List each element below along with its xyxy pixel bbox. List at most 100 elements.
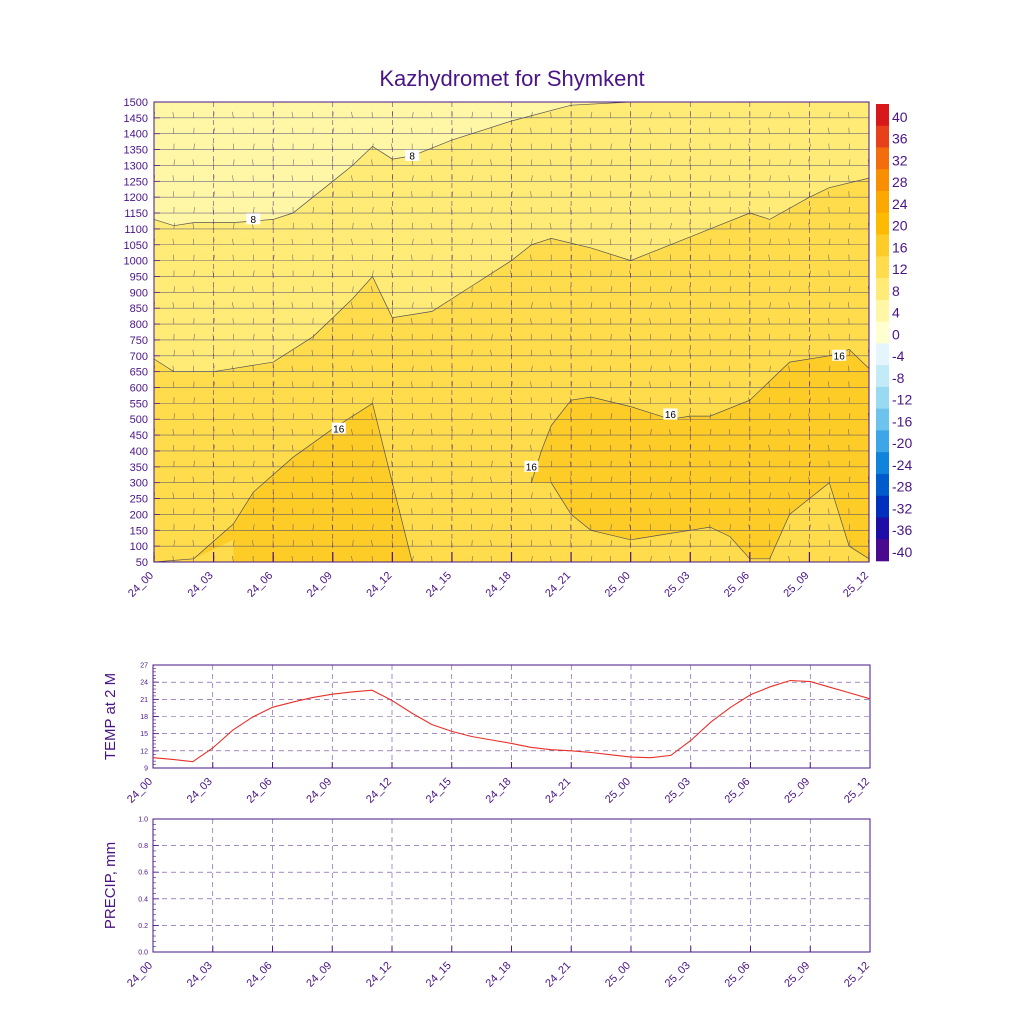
contour-label: 16 xyxy=(333,424,345,435)
wind-barb xyxy=(730,96,731,102)
temp-ytick-label: 24 xyxy=(140,680,148,687)
colorbar-swatch xyxy=(876,343,889,365)
profile-ytick-label: 700 xyxy=(130,351,148,363)
chart-title: Kazhydromet for Shymkent xyxy=(379,66,644,91)
temp-frame xyxy=(153,665,870,768)
colorbar-swatch xyxy=(876,169,889,191)
colorbar-label: 20 xyxy=(892,218,908,234)
colorbar-label: -32 xyxy=(892,500,912,516)
profile-ytick-label: 50 xyxy=(136,557,148,569)
profile-ytick-label: 1200 xyxy=(124,192,148,204)
wind-barb xyxy=(193,96,194,102)
colorbar-swatch xyxy=(876,474,889,496)
profile-ytick-label: 1050 xyxy=(124,240,148,252)
wind-barb xyxy=(252,96,253,102)
precip-xtick-label: 25_03 xyxy=(663,960,693,990)
precip-ytick-label: 0.8 xyxy=(138,843,148,850)
colorbar-label: -4 xyxy=(892,348,905,364)
temp-xtick-label: 25_09 xyxy=(782,776,812,806)
temp-ytick-label: 15 xyxy=(140,731,148,738)
precip-xtick-label: 25_06 xyxy=(723,960,753,990)
profile-ytick-label: 400 xyxy=(130,446,148,458)
colorbar-swatch xyxy=(876,104,889,126)
precip-xtick-label: 24_09 xyxy=(304,960,334,990)
colorbar-label: 32 xyxy=(892,152,908,168)
colorbar-label: -40 xyxy=(892,544,912,560)
temp-ytick-label: 9 xyxy=(144,766,148,773)
colorbar-swatch xyxy=(876,322,889,344)
precip-ytick-label: 0.4 xyxy=(138,896,148,903)
profile-xtick-label: 24_15 xyxy=(424,570,454,600)
contour-label: 8 xyxy=(251,215,257,226)
profile-ytick-label: 1450 xyxy=(124,113,148,125)
temp-xtick-label: 25_06 xyxy=(723,776,753,806)
profile-ytick-label: 1250 xyxy=(124,176,148,188)
temp-ytick-label: 27 xyxy=(140,663,148,670)
profile-ytick-label: 1400 xyxy=(124,129,148,141)
profile-ytick-label: 1150 xyxy=(124,208,148,220)
profile-panel: 8816161616501001502002503003504004505005… xyxy=(124,96,913,600)
colorbar-label: -36 xyxy=(892,522,912,538)
profile-ytick-label: 950 xyxy=(130,271,148,283)
temp-xtick-label: 24_15 xyxy=(424,776,454,806)
precip-ytick-label: 1.0 xyxy=(138,817,148,824)
profile-ytick-label: 1100 xyxy=(124,224,148,236)
colorbar-swatch xyxy=(876,191,889,213)
wind-barb xyxy=(353,96,354,102)
profile-ytick-label: 350 xyxy=(130,462,148,474)
precip-ylabel: PRECIP, mm xyxy=(102,842,119,929)
wind-barb xyxy=(293,96,294,102)
colorbar-label: -12 xyxy=(892,392,912,408)
precip-xtick-label: 24_18 xyxy=(484,960,514,990)
precip-xtick-label: 24_00 xyxy=(125,960,155,990)
temp-ylabel: TEMP at 2 M xyxy=(102,673,119,760)
colorbar-swatch xyxy=(876,496,889,518)
colorbar-label: -28 xyxy=(892,479,912,495)
wind-barb xyxy=(371,96,372,102)
wind-barb xyxy=(809,96,810,102)
profile-xtick-label: 24_06 xyxy=(245,570,275,600)
colorbar-swatch xyxy=(876,300,889,322)
profile-ytick-label: 450 xyxy=(130,430,148,442)
temp-xtick-label: 25_12 xyxy=(842,776,872,806)
precip-xtick-label: 25_09 xyxy=(782,960,812,990)
profile-ytick-label: 800 xyxy=(130,319,148,331)
colorbar-label: 28 xyxy=(892,174,908,190)
temp-xtick-label: 25_00 xyxy=(603,776,633,806)
contour-label: 16 xyxy=(834,351,846,362)
profile-ytick-label: 200 xyxy=(130,509,148,521)
colorbar-swatch xyxy=(876,430,889,452)
temp-xtick-label: 24_12 xyxy=(364,776,394,806)
colorbar-label: 8 xyxy=(892,283,900,299)
wind-barb xyxy=(412,96,413,102)
colorbar-label: -24 xyxy=(892,457,912,473)
colorbar-swatch xyxy=(876,235,889,257)
colorbar-swatch xyxy=(876,126,889,148)
wind-barb xyxy=(868,96,869,102)
profile-xtick-label: 24_18 xyxy=(484,570,514,600)
wind-barb xyxy=(749,96,750,102)
profile-xtick-label: 24_21 xyxy=(543,570,573,600)
wind-barb xyxy=(849,96,850,102)
wind-barb xyxy=(630,96,631,102)
temp-ytick-label: 12 xyxy=(140,748,148,755)
colorbar-swatch xyxy=(876,452,889,474)
colorbar-label: 16 xyxy=(892,239,908,255)
colorbar-swatch xyxy=(876,539,889,561)
colorbar-swatch xyxy=(876,409,889,431)
wind-barb xyxy=(233,96,234,102)
temp-xtick-label: 24_09 xyxy=(304,776,334,806)
wind-barb xyxy=(490,96,491,102)
colorbar-swatch xyxy=(876,256,889,278)
precip-ytick-label: 0.6 xyxy=(138,870,148,877)
profile-xtick-label: 24_09 xyxy=(305,570,335,600)
colorbar-label: -8 xyxy=(892,370,905,386)
profile-xtick-label: 24_03 xyxy=(186,570,216,600)
contour-label: 16 xyxy=(665,410,677,421)
profile-ytick-label: 1300 xyxy=(124,160,148,172)
wind-barb xyxy=(690,96,691,102)
colorbar-label: 4 xyxy=(892,305,900,321)
temp-xtick-label: 24_00 xyxy=(125,776,155,806)
colorbar-label: 36 xyxy=(892,131,908,147)
